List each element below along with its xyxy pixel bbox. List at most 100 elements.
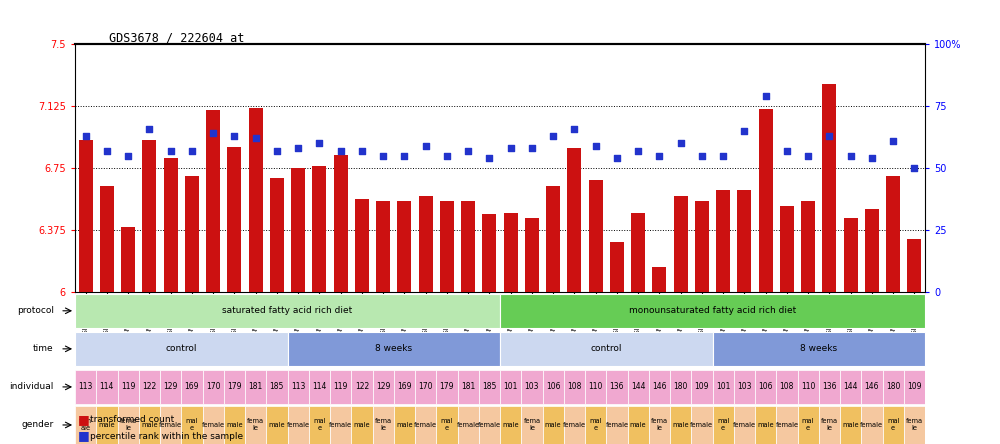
Text: 170: 170: [418, 382, 433, 392]
Text: monounsaturated fatty acid rich diet: monounsaturated fatty acid rich diet: [629, 306, 796, 315]
Bar: [631, 213, 645, 292]
Text: mal
e: mal e: [186, 419, 198, 432]
Text: 180: 180: [673, 382, 688, 392]
Point: [545, 132, 561, 139]
Text: female: female: [202, 422, 225, 428]
Text: male: male: [141, 422, 158, 428]
Point: [885, 137, 901, 144]
Text: male: male: [502, 422, 519, 428]
Bar: [500, 370, 521, 404]
Text: 169: 169: [397, 382, 412, 392]
Text: male: male: [545, 422, 561, 428]
Bar: [670, 406, 691, 444]
Bar: [589, 180, 603, 292]
Text: fema
le: fema le: [906, 419, 923, 432]
Bar: [628, 370, 649, 404]
Point: [864, 155, 880, 162]
Bar: [628, 406, 649, 444]
Point: [609, 155, 625, 162]
Point: [375, 152, 391, 159]
Bar: [224, 406, 245, 444]
Point: [418, 142, 434, 149]
Point: [715, 152, 731, 159]
Bar: [674, 196, 688, 292]
Bar: [224, 370, 245, 404]
Bar: [266, 370, 288, 404]
Bar: [844, 218, 858, 292]
Text: male: male: [672, 422, 689, 428]
Bar: [164, 158, 178, 292]
Bar: [819, 406, 840, 444]
Text: gender: gender: [22, 420, 54, 429]
Text: male: male: [842, 422, 859, 428]
Point: [396, 152, 412, 159]
Text: individual: individual: [9, 382, 54, 392]
Text: control: control: [590, 345, 622, 353]
Bar: [649, 406, 670, 444]
Bar: [160, 406, 181, 444]
Bar: [610, 242, 624, 292]
Bar: [458, 406, 479, 444]
Text: 181: 181: [461, 382, 475, 392]
Text: female: female: [414, 422, 437, 428]
Point: [800, 152, 816, 159]
Text: 108: 108: [567, 382, 582, 392]
Text: 146: 146: [865, 382, 879, 392]
Point: [906, 165, 922, 172]
Text: 101: 101: [503, 382, 518, 392]
Text: female: female: [860, 422, 883, 428]
Text: ■: ■: [78, 429, 90, 443]
Text: fema
le: fema le: [651, 419, 668, 432]
Point: [163, 147, 179, 155]
Bar: [861, 406, 883, 444]
Text: 113: 113: [78, 382, 93, 392]
Bar: [397, 201, 411, 292]
Bar: [118, 406, 139, 444]
Text: fema
le: fema le: [523, 419, 540, 432]
Text: 169: 169: [185, 382, 199, 392]
Point: [78, 132, 94, 139]
Bar: [649, 370, 670, 404]
Text: male: male: [226, 422, 243, 428]
Text: female: female: [690, 422, 713, 428]
Point: [779, 147, 795, 155]
Point: [843, 152, 859, 159]
Text: ■: ■: [78, 413, 90, 426]
Text: male: male: [99, 422, 115, 428]
Bar: [394, 370, 415, 404]
Bar: [100, 186, 114, 292]
Text: 114: 114: [312, 382, 327, 392]
Bar: [521, 406, 542, 444]
Bar: [865, 209, 879, 292]
Bar: [904, 370, 925, 404]
Bar: [288, 406, 309, 444]
Bar: [504, 213, 518, 292]
Text: mal
e: mal e: [589, 419, 602, 432]
Text: 106: 106: [546, 382, 560, 392]
Bar: [606, 370, 628, 404]
Bar: [670, 370, 691, 404]
Bar: [780, 206, 794, 292]
Bar: [564, 406, 585, 444]
Bar: [415, 406, 436, 444]
Bar: [822, 84, 836, 292]
Text: mal
e: mal e: [887, 419, 899, 432]
Point: [588, 142, 604, 149]
Bar: [121, 227, 135, 292]
Bar: [288, 332, 500, 366]
Text: 144: 144: [843, 382, 858, 392]
Bar: [755, 370, 776, 404]
Text: 181: 181: [248, 382, 263, 392]
Text: 129: 129: [163, 382, 178, 392]
Text: mal
e: mal e: [441, 419, 453, 432]
Bar: [75, 332, 288, 366]
Bar: [695, 201, 709, 292]
Text: protocol: protocol: [17, 306, 54, 315]
Point: [311, 140, 327, 147]
Point: [120, 152, 136, 159]
Bar: [185, 176, 199, 292]
Text: female: female: [287, 422, 310, 428]
Bar: [436, 406, 458, 444]
Text: female: female: [457, 422, 480, 428]
Bar: [776, 406, 798, 444]
